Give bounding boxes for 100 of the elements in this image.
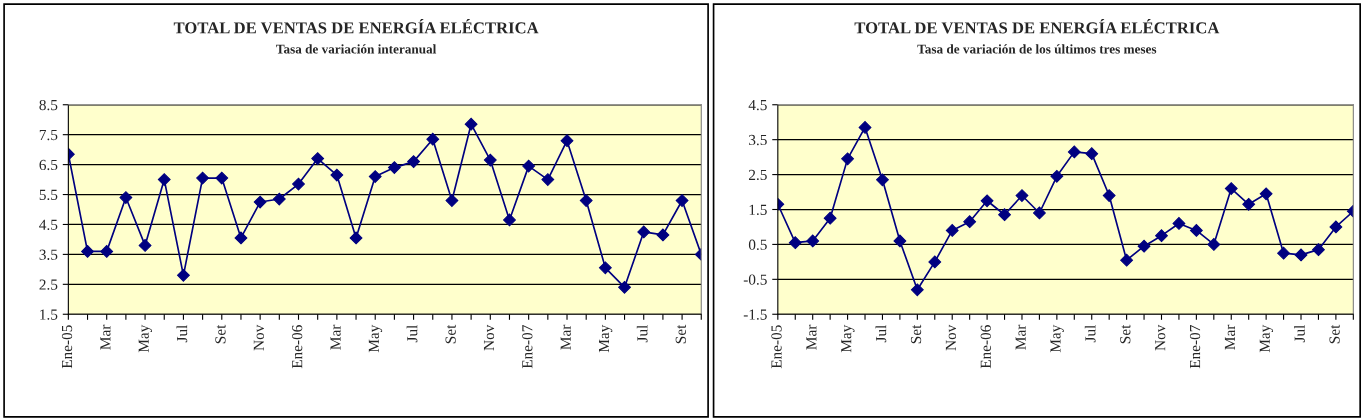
point [637, 225, 651, 239]
point [330, 168, 344, 182]
chart-subtitle: Tasa de variación de los últimos tres meses [917, 44, 1157, 54]
point [292, 177, 305, 191]
point [541, 173, 555, 186]
x-tick-label: May [841, 324, 855, 353]
y-tick-label: 5.5 [39, 189, 58, 201]
point [1137, 239, 1151, 253]
y-tick-label: 1.5 [40, 309, 58, 320]
y-tick-label: 4.5 [748, 99, 767, 111]
y-tick-label: 1.5 [749, 204, 767, 216]
x-tick-label: Jul [1084, 324, 1096, 343]
x-tick-label: Ene-07 [522, 325, 533, 369]
x-tick-label: Nov [483, 324, 495, 351]
x-tick-label: Mar [1224, 324, 1236, 350]
point [234, 231, 248, 245]
x-tick-label: Nov [1155, 324, 1166, 351]
x-tick-label: Jul [176, 324, 188, 343]
point [1120, 253, 1134, 267]
point [1050, 169, 1064, 183]
x-tick-label: May [1050, 324, 1064, 353]
x-tick-label: Set [1120, 324, 1131, 344]
x-tick-label: Ene-06 [292, 325, 303, 369]
point [1277, 246, 1290, 260]
x-tick-label: Mar [806, 324, 817, 350]
y-tick-label: -0.5 [743, 274, 767, 285]
point [177, 268, 190, 282]
point [368, 170, 382, 183]
point [119, 191, 133, 204]
point [464, 117, 478, 131]
point [598, 261, 612, 275]
x-tick-label: Ene-05 [61, 325, 73, 369]
point [100, 244, 114, 258]
point [1102, 189, 1116, 202]
x-tick-label: Set [675, 324, 686, 344]
x-tick-label: Set [215, 324, 226, 344]
point [157, 173, 171, 186]
y-tick-label: -1.5 [743, 309, 767, 320]
chart-title: TOTAL DE VENTAS DE ENERGÍA ELÉCTRICA [173, 19, 539, 34]
y-tick-label: 6.5 [39, 159, 58, 171]
x-tick-label: Ene-07 [1189, 325, 1201, 369]
x-tick-label: Mar [560, 324, 571, 350]
point [1207, 238, 1221, 251]
x-tick-label: Nov [253, 324, 264, 351]
point [980, 194, 994, 208]
y-tick-label: 3.5 [39, 249, 58, 260]
y-tick-label: 4.5 [39, 219, 58, 230]
x-tick-label: Set [445, 324, 456, 344]
point [196, 171, 210, 185]
chart-title: TOTAL DE VENTAS DE ENERGÍA ELÉCTRICA [854, 19, 1220, 34]
point [1155, 229, 1168, 243]
point [1033, 206, 1046, 220]
y-tick-label: 2.5 [748, 169, 767, 181]
x-tick-label: Ene-05 [771, 325, 782, 369]
point [1312, 243, 1325, 257]
point [522, 159, 536, 173]
point [788, 236, 802, 250]
point [272, 192, 286, 206]
point [1242, 197, 1256, 211]
point [1294, 248, 1308, 262]
point [656, 228, 670, 242]
point [1224, 182, 1238, 195]
x-tick-label: Mar [100, 324, 111, 350]
point [858, 121, 872, 134]
point [998, 208, 1011, 222]
point [823, 211, 837, 225]
point [407, 155, 420, 169]
x-tick-label: Jul [1294, 324, 1305, 343]
y-tick-label: 7.5 [39, 129, 58, 141]
x-tick-label: Nov [945, 324, 957, 351]
point [841, 152, 854, 166]
point [1085, 147, 1099, 161]
x-tick-label: Ene-06 [980, 325, 991, 369]
y-tick-label: 8.5 [39, 99, 58, 111]
x-tick-label: Set [1329, 324, 1340, 344]
x-tick-label: Jul [636, 324, 648, 343]
x-tick-label: Jul [875, 324, 887, 343]
x-tick-label: May [368, 324, 383, 353]
y-tick-label: 0.5 [748, 239, 767, 250]
x-tick-label: Set [910, 324, 922, 344]
x-tick-label: May [1259, 324, 1274, 353]
point [349, 231, 363, 245]
point [910, 283, 924, 297]
point [876, 173, 889, 187]
point [618, 280, 631, 294]
point [579, 194, 593, 207]
point [311, 152, 325, 166]
point [1067, 145, 1081, 159]
x-tick-label: Mar [330, 324, 341, 350]
point [1015, 189, 1029, 202]
point [1329, 220, 1343, 234]
chart-subtitle: Tasa de variación interanual [276, 44, 437, 54]
point [675, 194, 689, 207]
point [1189, 224, 1203, 237]
point [483, 153, 497, 167]
point [893, 234, 907, 248]
point [387, 161, 401, 175]
point [503, 213, 516, 227]
x-tick-label: May [599, 324, 613, 353]
x-tick-label: Jul [406, 324, 418, 343]
